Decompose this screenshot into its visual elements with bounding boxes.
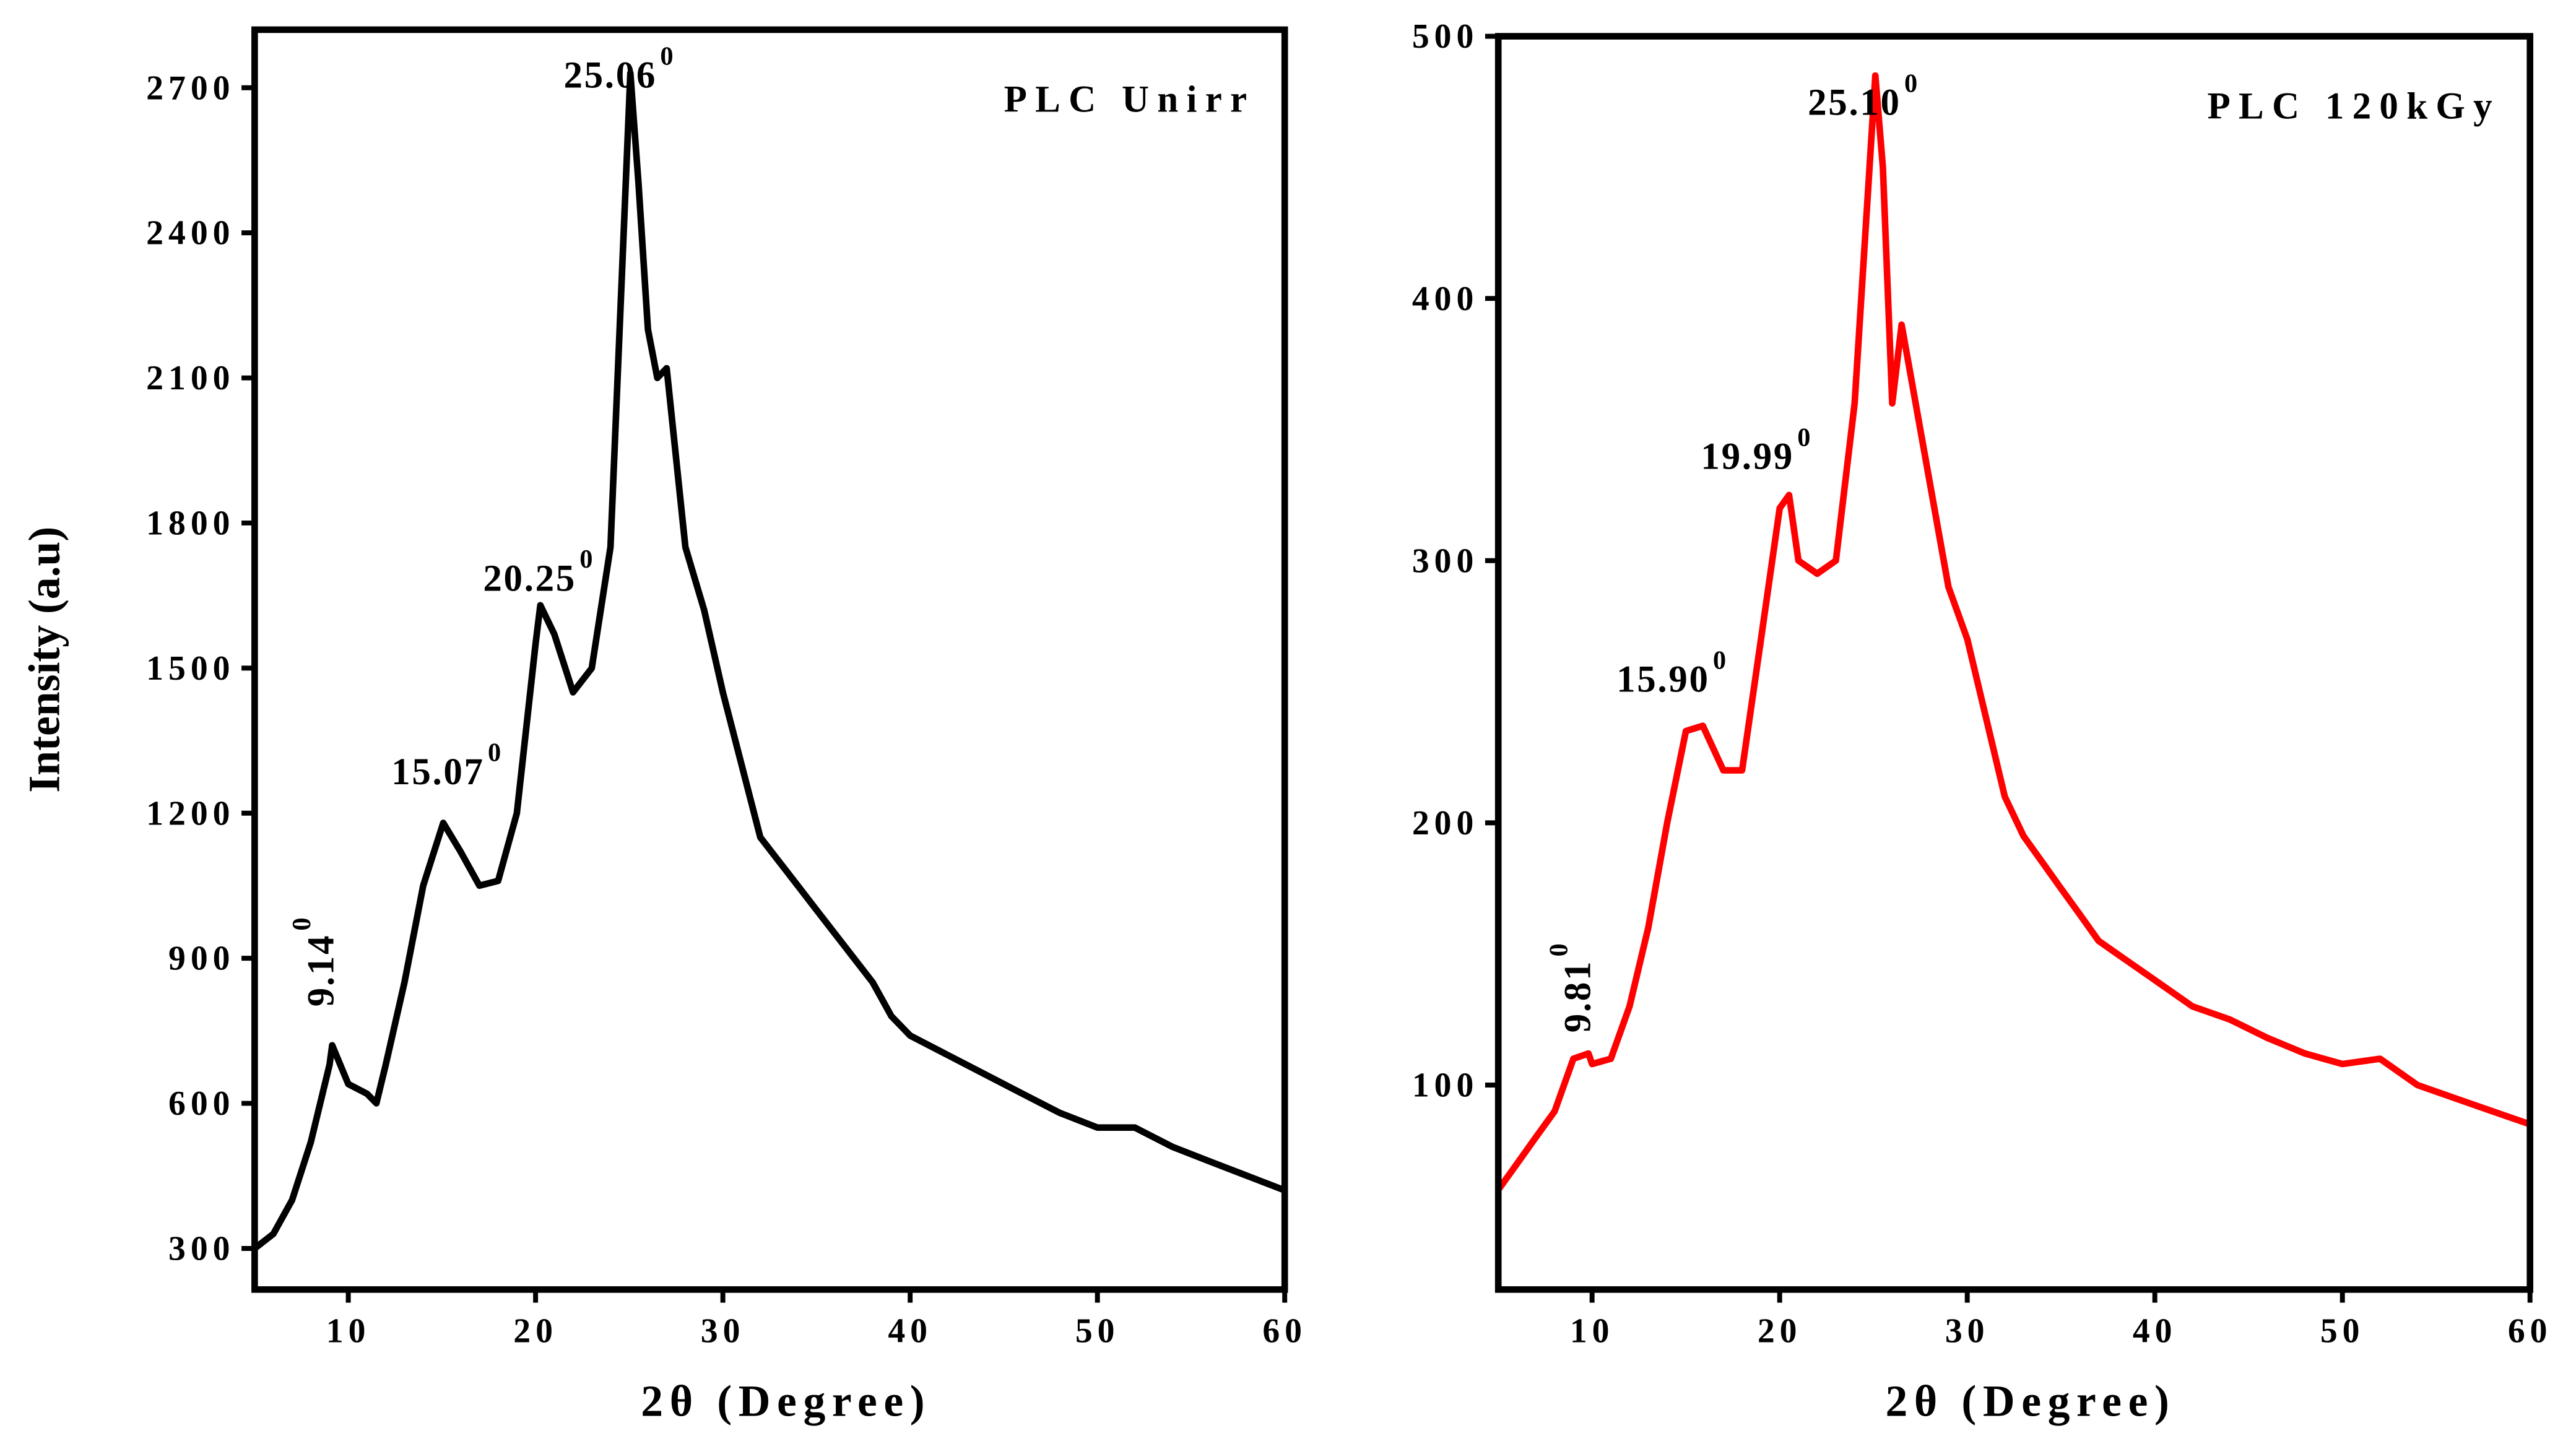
peak-label: 9.81 0 (1544, 942, 1598, 1033)
y-tick-label: 1500 (146, 649, 235, 688)
y-tick-label: 2700 (146, 69, 235, 107)
x-tick-label: 40 (2133, 1312, 2177, 1350)
x-tick-label: 10 (1570, 1312, 1615, 1350)
x-tick-label: 20 (1758, 1312, 1802, 1350)
y-tick-label: 300 (1412, 542, 1478, 580)
peak-value: 25.10 (1808, 82, 1901, 124)
peak-value: 15.90 (1616, 659, 1710, 701)
peak-value: 9.81 (1558, 960, 1599, 1032)
y-tick-label: 500 (1412, 17, 1478, 56)
peak-value: 9.14 (300, 934, 342, 1006)
peak-label: 19.99 0 (1701, 423, 1812, 477)
panel-title: PLC 120kGy (2208, 85, 2500, 127)
y-tick-label: 100 (1412, 1066, 1478, 1105)
degree-sup: 0 (488, 738, 503, 768)
peak-label: 9.14 0 (287, 916, 342, 1007)
degree-sup: 0 (1904, 69, 1919, 98)
y-tick-label: 2100 (146, 359, 235, 397)
x-tick-label: 30 (701, 1312, 745, 1350)
panel-title: PLC Unirr (1004, 79, 1255, 121)
peak-label: 25.10 0 (1808, 69, 1919, 124)
peak-value: 25.06 (563, 55, 657, 97)
peak-label: 25.06 0 (563, 42, 675, 97)
x-tick-label: 50 (1075, 1312, 1120, 1350)
y-tick-label: 1800 (146, 504, 235, 543)
data-line (253, 70, 1286, 1252)
x-tick-label: 30 (1945, 1312, 1990, 1350)
y-tick-label: 2400 (146, 214, 235, 253)
x-axis-label: 2θ (Degree) (641, 1377, 931, 1426)
y-tick-label: 900 (168, 940, 235, 978)
x-axis-label: 2θ (Degree) (1885, 1377, 2175, 1426)
degree-sup: 0 (1713, 646, 1728, 675)
plot-frame (1494, 33, 2534, 1293)
degree-sup: 0 (287, 916, 316, 931)
y-tick-label: 400 (1412, 280, 1478, 318)
plot-frame (251, 26, 1288, 1293)
y-tick-label: 200 (1412, 804, 1478, 842)
x-tick-label: 60 (1262, 1312, 1307, 1350)
x-tick-label: 40 (888, 1312, 932, 1350)
peak-label: 15.07 0 (391, 738, 503, 793)
x-tick-label: 50 (2320, 1312, 2365, 1350)
degree-sup: 0 (579, 545, 594, 574)
y-tick-label: 600 (168, 1084, 235, 1123)
y-tick-label: 1200 (146, 794, 235, 833)
degree-sup: 0 (1797, 423, 1812, 452)
peak-label: 20.25 0 (483, 545, 594, 599)
peak-value: 19.99 (1701, 436, 1794, 478)
degree-sup: 0 (660, 42, 675, 71)
x-tick-label: 60 (2508, 1312, 2552, 1350)
peak-label: 15.90 0 (1616, 646, 1728, 700)
peak-value: 15.07 (391, 751, 485, 793)
y-axis-label: Intensity (a.u) (20, 527, 69, 793)
y-tick-label: 300 (168, 1230, 235, 1268)
data-line (1495, 72, 2531, 1192)
x-tick-label: 10 (326, 1312, 371, 1350)
x-tick-label: 20 (513, 1312, 558, 1350)
peak-value: 20.25 (483, 558, 576, 599)
degree-sup: 0 (1544, 942, 1573, 957)
